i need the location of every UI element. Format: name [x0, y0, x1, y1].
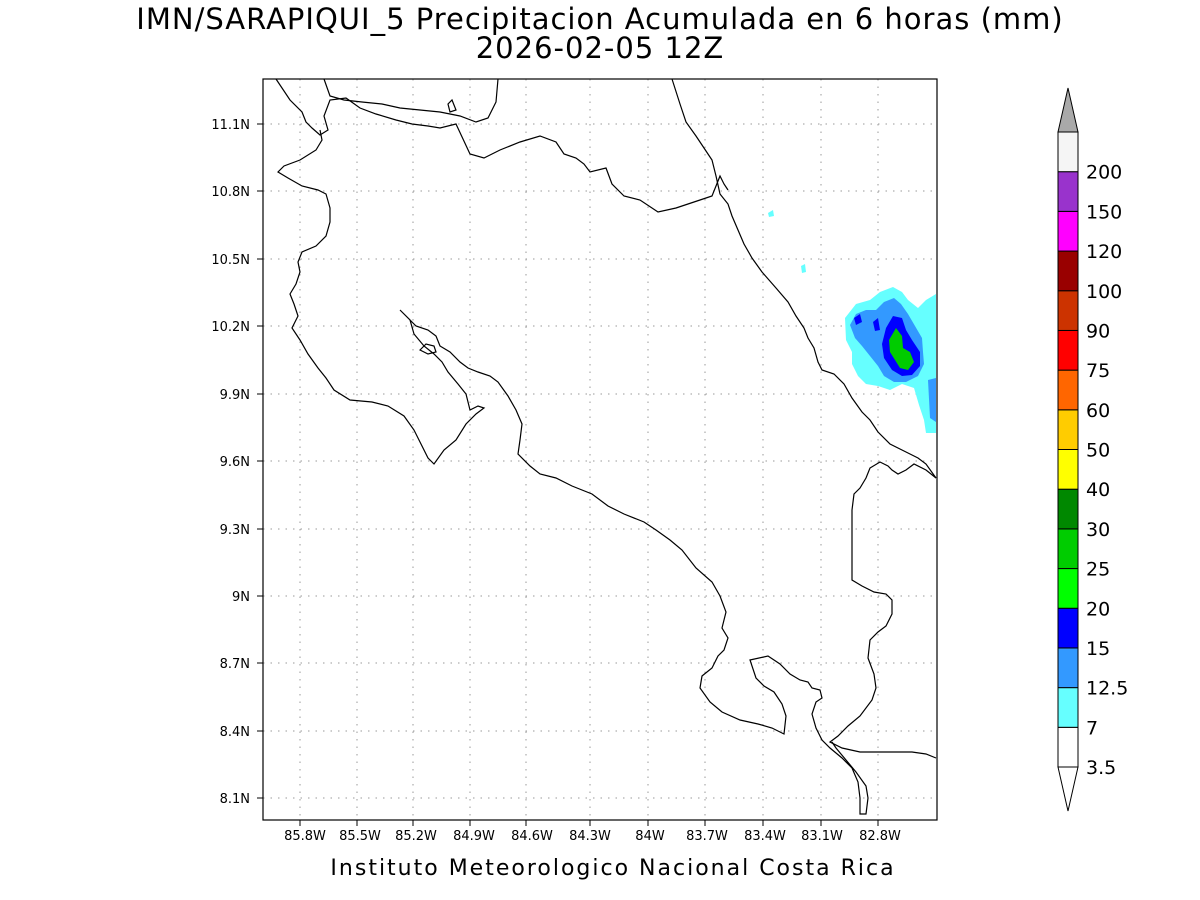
precip-area-heavy-2 — [854, 314, 862, 325]
lat-tick-labels: 11.1N 10.8N 10.5N 10.2N 9.9N 9.6N 9.3N 9… — [211, 118, 250, 807]
colorbar-label: 75 — [1086, 360, 1110, 382]
lon-tick-label: 84.9W — [453, 829, 495, 844]
lat-tick-label: 8.1N — [220, 792, 250, 807]
colorbar-label: 12.5 — [1086, 678, 1128, 700]
caribbean-coast — [671, 78, 937, 479]
colorbar-swatch — [1057, 647, 1079, 689]
colorbar-swatch — [1057, 210, 1079, 252]
lat-tick-label: 9.9N — [220, 388, 250, 403]
colorbar-label: 7 — [1086, 717, 1098, 739]
axis-ticks — [257, 123, 879, 826]
colorbar-label: 40 — [1086, 479, 1110, 501]
country-outlines — [275, 78, 937, 815]
footer-credit: Instituto Meteorologico Nacional Costa R… — [330, 856, 896, 881]
lat-tick-label: 9N — [232, 590, 250, 605]
lat-tick-label: 10.8N — [211, 185, 250, 200]
gulf-nicoya-island — [418, 343, 437, 355]
nicaragua-lake-island — [447, 98, 457, 113]
lon-tick-label: 83.7W — [686, 829, 728, 844]
lon-tick-label: 85.8W — [284, 829, 326, 844]
lon-tick-label: 84.6W — [511, 829, 553, 844]
colorbar-label: 25 — [1086, 559, 1110, 581]
colorbar-label: 3.5 — [1086, 757, 1116, 779]
colorbar-label: 200 — [1086, 162, 1122, 184]
colorbar-swatch — [1057, 449, 1079, 490]
lon-tick-label: 82.8W — [859, 829, 901, 844]
colorbar-swatch — [1057, 250, 1079, 292]
colorbar-swatch — [1057, 329, 1079, 371]
colorbar-swatch — [1057, 488, 1079, 530]
color-bar: 3.5 7 12.5 15 20 25 30 40 50 60 75 90 100 120 150 200 — [1057, 87, 1128, 812]
colorbar-swatch — [1057, 131, 1079, 173]
precip-area-moderate-2 — [928, 378, 936, 422]
colorbar-swatch — [1057, 726, 1079, 768]
nicaragua-lake-shore — [323, 78, 499, 123]
colorbar-label: 15 — [1086, 638, 1110, 660]
precipitation-field — [768, 210, 936, 433]
colorbar-swatch — [1057, 409, 1079, 450]
lon-tick-label: 84W — [635, 829, 665, 844]
precip-area-light-2 — [768, 210, 774, 217]
lat-tick-label: 8.7N — [220, 657, 250, 672]
colorbar-label: 50 — [1086, 440, 1110, 462]
map-title: IMN/SARAPIQUI_5 Precipitacion Acumulada … — [136, 2, 1064, 36]
lat-tick-label: 9.6N — [220, 455, 250, 470]
colorbar-label: 100 — [1086, 281, 1122, 303]
lat-tick-label: 9.3N — [220, 523, 250, 538]
colorbar-label: 120 — [1086, 241, 1122, 263]
lat-tick-label: 8.4N — [220, 725, 250, 740]
colorbar-swatch — [1057, 687, 1079, 728]
lat-tick-label: 11.1N — [211, 118, 250, 133]
map-grid — [263, 79, 937, 820]
colorbar-bottom-arrow — [1057, 766, 1079, 812]
nicaragua-border — [275, 78, 729, 213]
lon-tick-label: 85.2W — [395, 829, 437, 844]
lon-tick-labels: 85.8W 85.5W 85.2W 84.9W 84.6W 84.3W 84W … — [284, 829, 901, 844]
colorbar-label: 30 — [1086, 519, 1110, 541]
lon-tick-label: 83.4W — [744, 829, 786, 844]
colorbar-label: 20 — [1086, 598, 1110, 620]
map-frame — [262, 78, 938, 821]
lon-tick-label: 84.3W — [569, 829, 611, 844]
colorbar-label: 90 — [1086, 320, 1110, 342]
panama-border — [828, 461, 937, 759]
precip-area-heavy-3 — [873, 318, 880, 331]
colorbar-label: 150 — [1086, 201, 1122, 223]
precip-area-intense — [889, 328, 914, 370]
lon-tick-label: 83.1W — [801, 829, 843, 844]
colorbar-swatch — [1057, 528, 1079, 570]
map-subtitle: 2026-02-05 12Z — [475, 31, 725, 65]
colorbar-swatch — [1057, 369, 1079, 411]
colorbar-swatch — [1057, 607, 1079, 649]
colorbar-label: 60 — [1086, 400, 1110, 422]
lat-tick-label: 10.5N — [211, 253, 250, 268]
precip-area-light-3 — [801, 264, 806, 273]
colorbar-top-arrow — [1057, 87, 1079, 133]
lon-tick-label: 85.5W — [339, 829, 381, 844]
colorbar-swatch — [1057, 290, 1079, 331]
nicaragua-pacific — [277, 129, 869, 815]
colorbar-swatch — [1057, 568, 1079, 609]
lat-tick-label: 10.2N — [211, 320, 250, 335]
colorbar-swatch — [1057, 171, 1079, 212]
